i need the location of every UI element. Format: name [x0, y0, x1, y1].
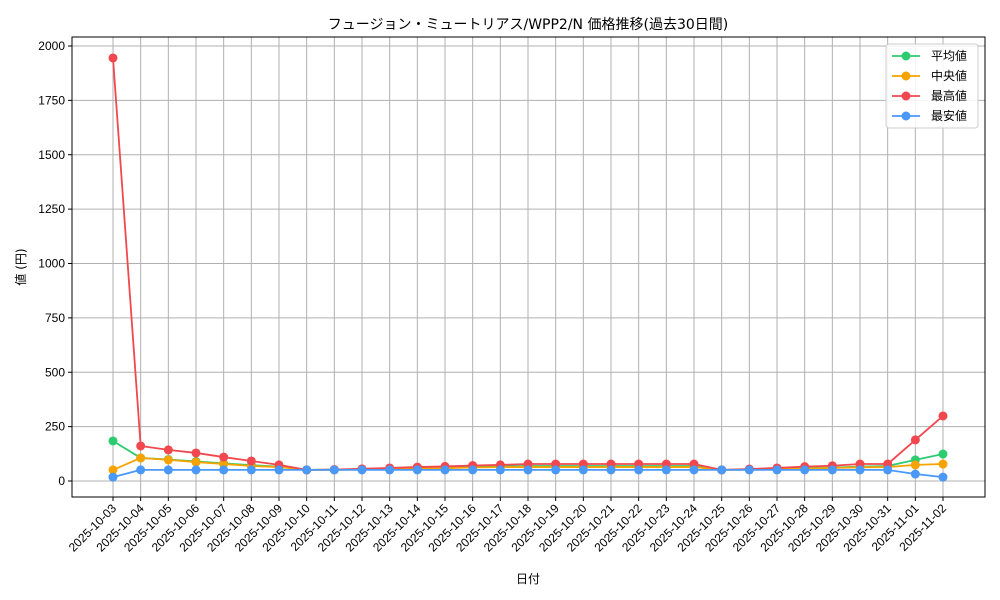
data-point: [440, 465, 450, 475]
legend-marker-icon: [901, 111, 911, 121]
grid-lines: [72, 37, 985, 497]
data-point: [523, 465, 533, 475]
chart-title: フュージョン・ミュートリアス/WPP2/N 価格推移(過去30日間): [328, 17, 728, 33]
y-axis-ticks: 0 250 500 750 1000 1250 1500 1750 2000: [38, 39, 72, 488]
x-axis-label: 日付: [516, 572, 540, 586]
data-point: [136, 441, 146, 451]
data-point: [495, 465, 505, 475]
y-tick-label: 0: [58, 474, 65, 488]
data-point: [551, 465, 561, 475]
data-point: [689, 465, 699, 475]
data-point: [136, 465, 146, 475]
data-point: [246, 456, 256, 466]
legend-label: 平均値: [931, 48, 967, 63]
data-point: [717, 465, 727, 475]
data-point: [302, 465, 312, 475]
data-point: [938, 411, 948, 421]
legend-marker-icon: [901, 91, 911, 101]
legend-frame: [885, 43, 979, 129]
data-point: [108, 472, 118, 482]
legend-label: 最安値: [931, 108, 967, 123]
data-point: [578, 465, 588, 475]
data-point: [883, 465, 893, 475]
data-point: [910, 469, 920, 479]
y-tick-label: 250: [45, 420, 65, 434]
data-point: [772, 465, 782, 475]
data-point: [938, 449, 948, 459]
data-point: [108, 436, 118, 446]
data-point: [163, 445, 173, 455]
legend-item: 最安値: [892, 108, 967, 123]
data-point: [800, 465, 810, 475]
x-axis-ticks: 2025-10-032025-10-042025-10-052025-10-06…: [66, 497, 949, 555]
legend-label: 中央値: [931, 68, 967, 83]
y-tick-label: 1000: [38, 257, 65, 271]
data-point: [385, 465, 395, 475]
data-point: [468, 465, 478, 475]
data-point: [329, 465, 339, 475]
data-point: [938, 472, 948, 482]
legend-item: 平均値: [892, 48, 967, 63]
data-point: [910, 435, 920, 445]
data-point: [274, 465, 284, 475]
data-point: [412, 465, 422, 475]
data-point: [191, 448, 201, 458]
data-point: [744, 465, 754, 475]
y-tick-label: 1500: [38, 148, 65, 162]
legend-item: 最高値: [892, 88, 967, 103]
data-series: [108, 53, 948, 482]
data-point: [108, 465, 118, 475]
data-point: [163, 465, 173, 475]
data-point: [163, 455, 173, 465]
y-tick-label: 1750: [38, 93, 65, 107]
legend-label: 最高値: [931, 88, 967, 103]
data-point: [855, 465, 865, 475]
data-point: [191, 457, 201, 467]
legend-marker-icon: [901, 51, 911, 61]
data-point: [634, 465, 644, 475]
data-point: [136, 453, 146, 463]
legend-marker-icon: [901, 71, 911, 81]
data-point: [219, 452, 229, 462]
y-axis-label: 値 (円): [13, 248, 28, 285]
y-tick-label: 500: [45, 365, 65, 379]
legend-item: 中央値: [892, 68, 967, 83]
y-tick-label: 2000: [38, 39, 65, 53]
data-point: [246, 465, 256, 475]
data-point: [357, 465, 367, 475]
data-point: [827, 465, 837, 475]
data-point: [661, 465, 671, 475]
data-point: [191, 465, 201, 475]
data-point: [219, 465, 229, 475]
y-tick-label: 1250: [38, 202, 65, 216]
data-point: [938, 459, 948, 469]
series-line: [108, 465, 948, 482]
y-tick-label: 750: [45, 311, 65, 325]
data-point: [606, 465, 616, 475]
data-point: [108, 53, 118, 63]
data-point: [910, 460, 920, 470]
